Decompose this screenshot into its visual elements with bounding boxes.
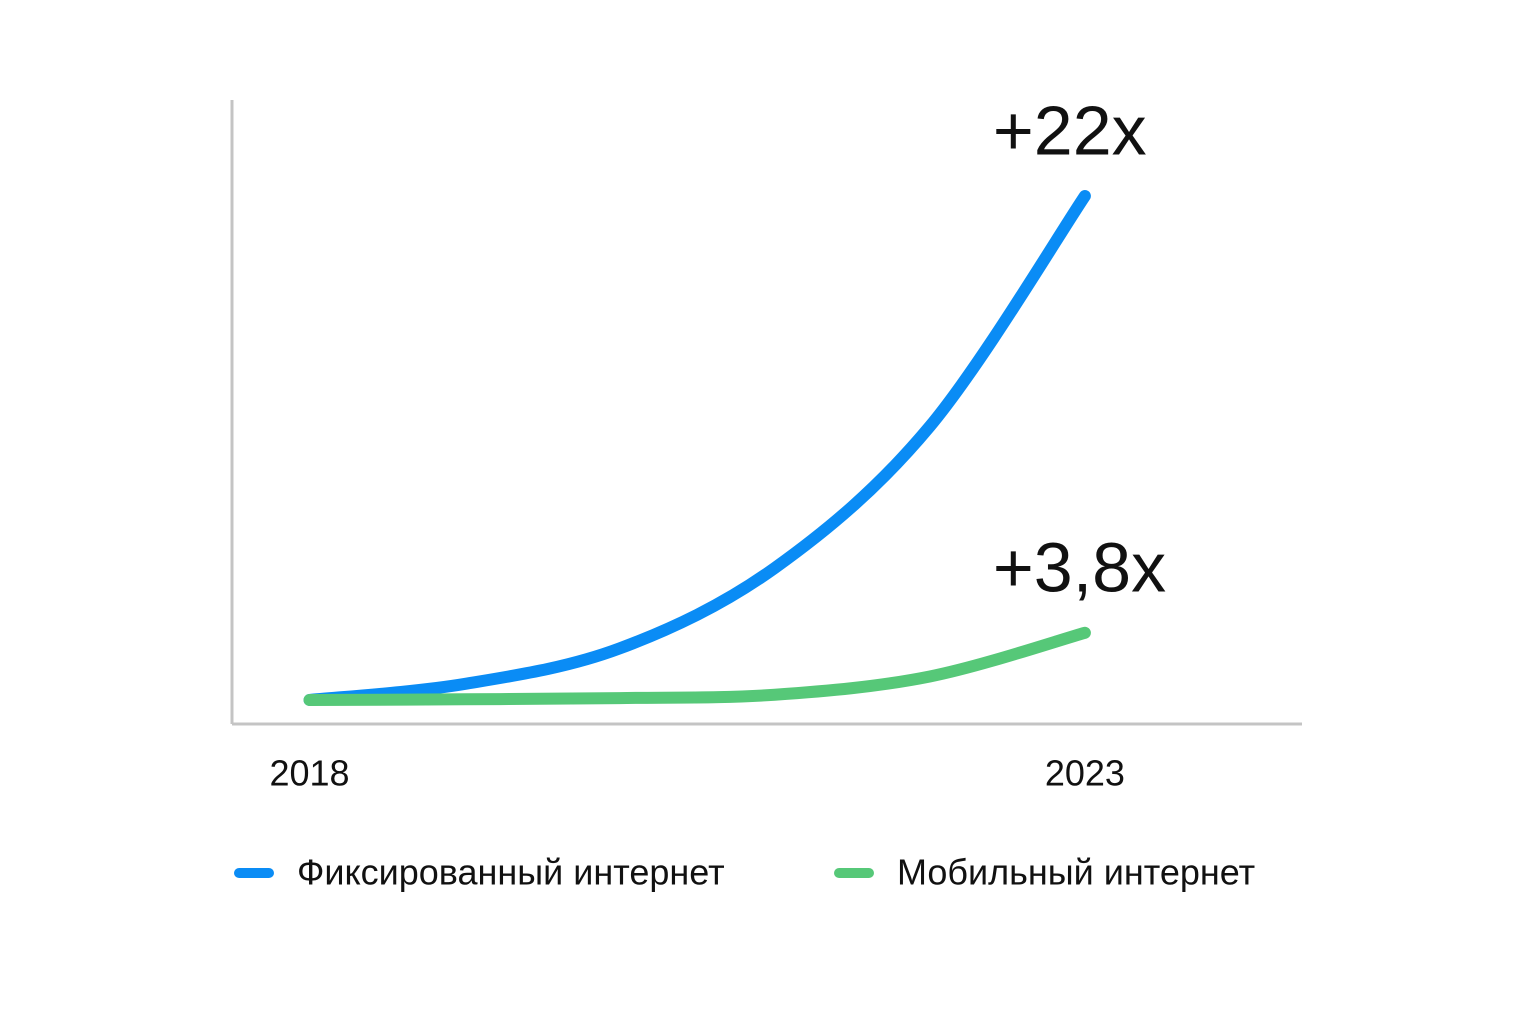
x-tick-label: 2023 — [1045, 753, 1125, 794]
legend-label: Фиксированный интернет — [297, 852, 725, 893]
line — [303, 626, 1091, 706]
value-label: +3,8x — [993, 528, 1166, 606]
legend-label: Мобильный интернет — [897, 852, 1255, 893]
x-tick-label: 2018 — [269, 753, 349, 794]
line — [303, 190, 1091, 706]
value-label: +22x — [993, 91, 1147, 169]
